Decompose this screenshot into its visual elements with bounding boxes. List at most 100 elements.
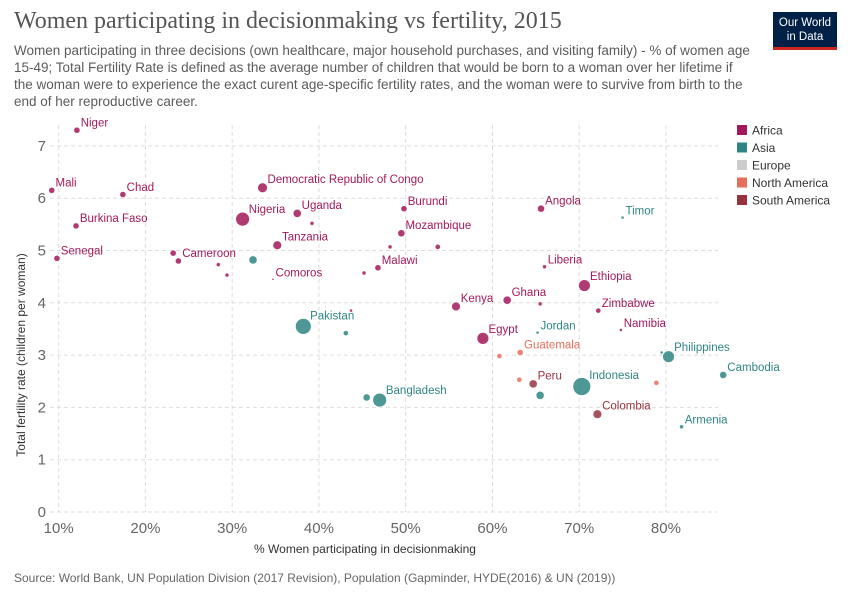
data-point[interactable] xyxy=(662,350,675,364)
data-point[interactable] xyxy=(400,205,408,212)
data-point[interactable] xyxy=(620,215,625,220)
point-label: Mali xyxy=(56,178,77,190)
data-point[interactable] xyxy=(516,376,523,383)
point-label: Armenia xyxy=(685,415,728,427)
point-label: Cameroon xyxy=(182,248,236,260)
point-label: Indonesia xyxy=(589,370,639,382)
point-label: Namibia xyxy=(624,318,667,330)
y-tick-label: 2 xyxy=(38,399,46,416)
point-label: Tanzania xyxy=(282,232,329,244)
point-label: Chad xyxy=(127,182,155,194)
data-point[interactable] xyxy=(542,264,547,269)
y-tick-label: 1 xyxy=(38,452,46,469)
point-label: Cambodia xyxy=(727,362,780,374)
data-point[interactable] xyxy=(517,349,524,356)
legend-item-label[interactable]: Africa xyxy=(752,124,783,138)
chart-title: Women participating in decisionmaking vs… xyxy=(14,8,562,34)
legend-swatch[interactable] xyxy=(737,160,747,170)
legend-swatch[interactable] xyxy=(737,125,747,135)
axis-ticks: 0 1 2 3 4 5 6 7 10% 20% 30% 40% 50% 60% 70% 80% xyxy=(38,138,681,537)
data-point[interactable] xyxy=(175,257,182,265)
data-point[interactable] xyxy=(592,409,603,420)
legend-item-label[interactable]: North America xyxy=(752,176,828,190)
data-point[interactable] xyxy=(224,272,230,278)
data-point[interactable] xyxy=(361,270,367,276)
data-point[interactable] xyxy=(451,301,461,312)
data-point[interactable] xyxy=(216,262,221,267)
point-label: Guatemala xyxy=(524,340,581,352)
point-label: Nigeria xyxy=(249,204,286,216)
data-point[interactable] xyxy=(653,380,660,386)
data-point[interactable] xyxy=(293,209,302,218)
data-point[interactable] xyxy=(48,187,55,194)
data-point[interactable] xyxy=(53,255,61,262)
x-tick-label: 70% xyxy=(564,520,594,537)
legend-swatch[interactable] xyxy=(737,142,747,153)
owid-logo[interactable]: Our World in Data xyxy=(773,12,837,50)
legend-item-label[interactable]: South America xyxy=(752,194,830,208)
data-point[interactable] xyxy=(537,301,543,307)
y-tick-label: 7 xyxy=(38,138,46,155)
grid-lines xyxy=(50,125,718,513)
y-tick-label: 5 xyxy=(38,243,46,260)
source-note: Source: World Bank, UN Population Divisi… xyxy=(14,571,616,585)
point-label: Jordan xyxy=(540,321,575,333)
point-labels: Indonesia Pakistan Nigeria Bangladesh Ethiop… xyxy=(56,117,781,426)
point-label: Burundi xyxy=(408,196,448,208)
point-label: Niger xyxy=(81,117,109,129)
x-tick-label: 80% xyxy=(651,520,681,537)
legend-item-label[interactable]: Europe xyxy=(752,159,791,173)
data-point[interactable] xyxy=(529,379,538,389)
data-point[interactable] xyxy=(619,328,623,332)
point-label: Timor xyxy=(625,206,654,218)
data-points[interactable] xyxy=(48,127,727,429)
point-label: Burkina Faso xyxy=(80,213,148,225)
point-label: Comoros xyxy=(276,268,323,280)
y-tick-label: 0 xyxy=(38,504,46,521)
data-point[interactable] xyxy=(309,221,315,226)
point-label: Zimbabwe xyxy=(602,298,655,310)
data-point[interactable] xyxy=(502,295,512,305)
legend-item-label[interactable]: Asia xyxy=(752,141,776,155)
data-point[interactable] xyxy=(343,330,349,336)
legend-swatch[interactable] xyxy=(737,177,747,188)
data-point[interactable] xyxy=(496,353,503,359)
point-label: Bangladesh xyxy=(386,385,447,397)
data-point[interactable] xyxy=(73,127,81,134)
y-tick-label: 4 xyxy=(38,295,46,312)
data-point[interactable] xyxy=(659,350,664,355)
data-point[interactable] xyxy=(169,249,177,257)
data-point[interactable] xyxy=(272,240,283,251)
data-point[interactable] xyxy=(372,392,388,408)
data-point[interactable] xyxy=(397,229,406,237)
data-point[interactable] xyxy=(578,279,591,292)
x-tick-label: 40% xyxy=(304,520,334,537)
data-point[interactable] xyxy=(535,330,540,335)
data-point[interactable] xyxy=(435,244,441,250)
data-point[interactable] xyxy=(537,204,545,213)
data-point[interactable] xyxy=(572,377,592,396)
legend[interactable]: Africa Asia Europe North America South Ameri… xyxy=(737,124,830,208)
data-point[interactable] xyxy=(387,244,393,250)
y-axis-label: Total fertility rate (children per woman… xyxy=(14,253,28,456)
legend-swatch[interactable] xyxy=(737,195,747,205)
data-point[interactable] xyxy=(535,391,545,400)
point-label: Democratic Republic of Congo xyxy=(268,174,424,186)
data-point[interactable] xyxy=(679,424,684,429)
data-point[interactable] xyxy=(595,307,601,314)
data-point[interactable] xyxy=(271,278,275,281)
data-point[interactable] xyxy=(349,308,353,313)
data-point[interactable] xyxy=(235,211,250,227)
data-point[interactable] xyxy=(476,331,490,345)
data-point[interactable] xyxy=(119,191,127,198)
data-point[interactable] xyxy=(248,255,258,265)
data-point[interactable] xyxy=(294,317,312,335)
data-point[interactable] xyxy=(719,371,727,379)
data-point[interactable] xyxy=(374,264,382,271)
point-label: Peru xyxy=(538,370,562,382)
data-point[interactable] xyxy=(362,393,371,402)
data-point[interactable] xyxy=(72,222,80,230)
point-label: Senegal xyxy=(61,246,103,258)
point-label: Malawi xyxy=(382,255,418,267)
data-point[interactable] xyxy=(257,182,268,194)
